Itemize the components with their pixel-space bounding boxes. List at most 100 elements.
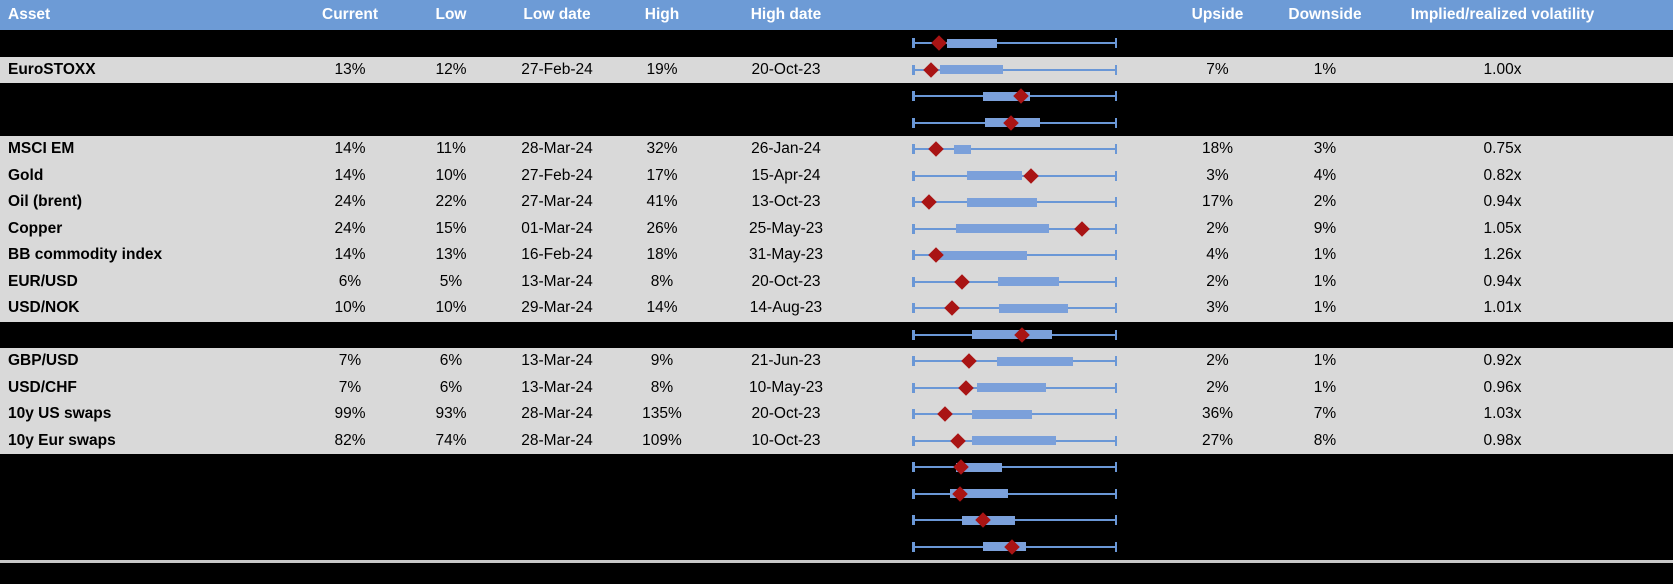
current-vol-value[interactable] — [300, 30, 400, 57]
asset-name[interactable] — [0, 507, 300, 534]
current-vol-value[interactable]: 6% — [338, 272, 362, 290]
high-date-value[interactable]: 10-Oct-23 — [751, 431, 821, 449]
current-vol-value[interactable]: 99% — [334, 405, 366, 423]
column-header-current[interactable]: Current — [322, 6, 378, 23]
volatility-range-plot[interactable] — [860, 481, 1170, 508]
high-date-value[interactable]: 14-Aug-23 — [749, 299, 823, 317]
low-date-value[interactable]: 01-Mar-24 — [521, 219, 593, 237]
high-date-value[interactable]: 31-May-23 — [748, 246, 824, 264]
implied-realized-ratio-value[interactable] — [1385, 83, 1620, 110]
volatility-range-plot[interactable] — [860, 57, 1170, 84]
low-date-value[interactable]: 28-Mar-24 — [521, 405, 593, 423]
high-vol-value[interactable] — [612, 454, 712, 481]
asset-name[interactable] — [0, 110, 300, 137]
volatility-range-plot[interactable] — [860, 295, 1170, 322]
low-vol-value[interactable]: 74% — [435, 431, 467, 449]
high-date-value[interactable]: 21-Jun-23 — [751, 352, 821, 370]
current-vol-value[interactable]: 7% — [338, 378, 362, 396]
implied-realized-ratio-value[interactable] — [1385, 507, 1620, 534]
high-date-value[interactable]: 10-May-23 — [748, 378, 824, 396]
upside-value[interactable]: 2% — [1206, 352, 1229, 370]
downside-value[interactable] — [1265, 454, 1385, 481]
low-vol-value[interactable] — [400, 507, 502, 534]
low-date-value[interactable]: 13-Mar-24 — [521, 272, 593, 290]
volatility-range-plot[interactable] — [860, 242, 1170, 269]
implied-realized-ratio-value[interactable] — [1385, 30, 1620, 57]
upside-value[interactable]: 36% — [1201, 405, 1234, 423]
low-vol-value[interactable]: 93% — [435, 405, 467, 423]
implied-realized-ratio-value[interactable]: 0.75x — [1483, 140, 1522, 158]
volatility-range-plot[interactable] — [860, 269, 1170, 296]
current-vol-value[interactable]: 13% — [334, 60, 366, 78]
downside-value[interactable]: 1% — [1313, 246, 1337, 264]
low-date-value[interactable]: 27-Mar-24 — [521, 193, 593, 211]
low-date-value[interactable] — [502, 110, 612, 137]
downside-value[interactable] — [1265, 322, 1385, 349]
asset-name[interactable] — [0, 30, 300, 57]
high-vol-value[interactable] — [612, 83, 712, 110]
upside-value[interactable]: 3% — [1206, 299, 1229, 317]
high-vol-value[interactable] — [612, 507, 712, 534]
downside-value[interactable] — [1265, 110, 1385, 137]
asset-name[interactable] — [0, 454, 300, 481]
downside-value[interactable] — [1265, 534, 1385, 561]
upside-value[interactable] — [1170, 507, 1265, 534]
downside-value[interactable]: 4% — [1313, 166, 1337, 184]
low-vol-value[interactable] — [400, 481, 502, 508]
low-date-value[interactable] — [502, 454, 612, 481]
low-vol-value[interactable]: 6% — [439, 378, 463, 396]
upside-value[interactable]: 2% — [1206, 272, 1229, 290]
low-vol-value[interactable]: 10% — [435, 166, 467, 184]
implied-realized-ratio-value[interactable]: 0.98x — [1483, 431, 1522, 449]
high-date-value[interactable] — [712, 83, 860, 110]
high-date-value[interactable] — [712, 454, 860, 481]
upside-value[interactable]: 4% — [1206, 246, 1229, 264]
high-vol-value[interactable]: 32% — [646, 140, 678, 158]
low-date-value[interactable]: 27-Feb-24 — [521, 166, 593, 184]
downside-value[interactable]: 3% — [1313, 140, 1337, 158]
current-vol-value[interactable]: 7% — [338, 352, 362, 370]
implied-realized-ratio-value[interactable] — [1385, 110, 1620, 137]
asset-name[interactable]: BB commodity index — [8, 246, 163, 264]
volatility-range-plot[interactable] — [860, 83, 1170, 110]
low-vol-value[interactable]: 13% — [435, 246, 467, 264]
implied-realized-ratio-value[interactable]: 0.94x — [1483, 272, 1522, 290]
low-date-value[interactable] — [502, 83, 612, 110]
asset-name[interactable]: USD/NOK — [8, 299, 80, 317]
high-date-value[interactable]: 20-Oct-23 — [751, 272, 821, 290]
volatility-range-plot[interactable] — [860, 428, 1170, 455]
low-date-value[interactable] — [502, 507, 612, 534]
low-vol-value[interactable]: 10% — [435, 299, 467, 317]
upside-value[interactable]: 3% — [1206, 166, 1229, 184]
downside-value[interactable]: 1% — [1313, 60, 1337, 78]
high-vol-value[interactable] — [612, 30, 712, 57]
asset-name[interactable]: GBP/USD — [8, 352, 79, 370]
low-date-value[interactable]: 16-Feb-24 — [521, 246, 593, 264]
implied-realized-ratio-value[interactable]: 1.05x — [1483, 219, 1522, 237]
implied-realized-ratio-value[interactable]: 0.92x — [1483, 352, 1522, 370]
volatility-range-plot[interactable] — [860, 136, 1170, 163]
low-date-value[interactable]: 28-Mar-24 — [521, 140, 593, 158]
implied-realized-ratio-value[interactable]: 1.01x — [1483, 299, 1522, 317]
volatility-range-plot[interactable] — [860, 322, 1170, 349]
downside-value[interactable]: 1% — [1313, 299, 1337, 317]
current-vol-value[interactable] — [300, 534, 400, 561]
volatility-range-plot[interactable] — [860, 534, 1170, 561]
downside-value[interactable]: 2% — [1313, 193, 1337, 211]
asset-name[interactable]: 10y US swaps — [8, 405, 112, 423]
current-vol-value[interactable] — [300, 83, 400, 110]
upside-value[interactable]: 27% — [1201, 431, 1234, 449]
implied-realized-ratio-value[interactable] — [1385, 322, 1620, 349]
asset-name[interactable]: Copper — [8, 219, 63, 237]
current-vol-value[interactable]: 14% — [334, 140, 366, 158]
low-date-value[interactable]: 13-Mar-24 — [521, 352, 593, 370]
high-vol-value[interactable]: 14% — [646, 299, 678, 317]
column-header-low-date[interactable]: Low date — [523, 6, 591, 23]
low-vol-value[interactable]: 12% — [435, 60, 467, 78]
low-vol-value[interactable]: 6% — [439, 352, 463, 370]
upside-value[interactable] — [1170, 322, 1265, 349]
high-date-value[interactable]: 20-Oct-23 — [751, 405, 821, 423]
column-header-low[interactable]: Low — [435, 6, 467, 23]
high-date-value[interactable] — [712, 534, 860, 561]
implied-realized-ratio-value[interactable]: 1.26x — [1483, 246, 1522, 264]
